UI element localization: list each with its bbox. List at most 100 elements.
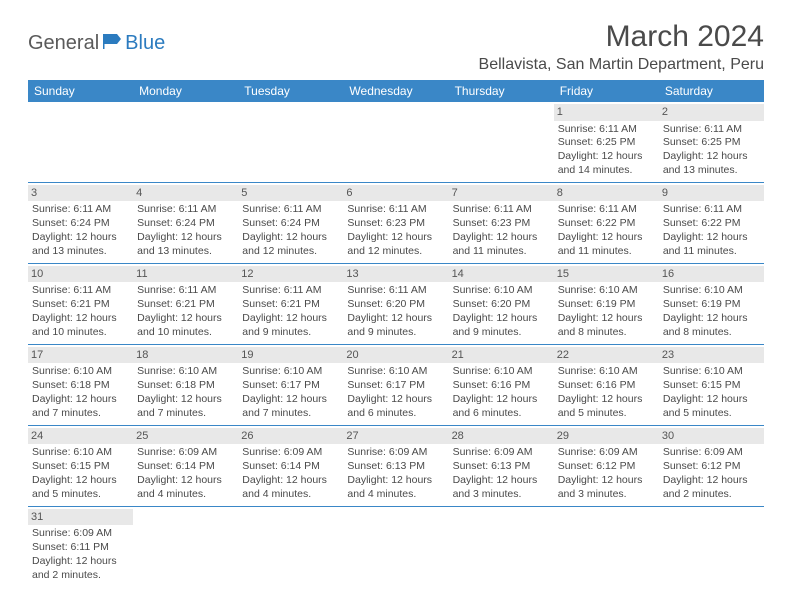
calendar-cell: 14Sunrise: 6:10 AMSunset: 6:20 PMDayligh… [449,263,554,344]
sunset-line: Sunset: 6:15 PM [32,460,129,474]
daylight-line: Daylight: 12 hours [32,555,129,569]
sunrise-line: Sunrise: 6:10 AM [242,365,339,379]
sunset-line: Sunset: 6:24 PM [137,217,234,231]
calendar-cell: 19Sunrise: 6:10 AMSunset: 6:17 PMDayligh… [238,344,343,425]
daylight-line: Daylight: 12 hours [558,393,655,407]
sunset-line: Sunset: 6:15 PM [663,379,760,393]
sunrise-line: Sunrise: 6:10 AM [558,284,655,298]
calendar-cell: 28Sunrise: 6:09 AMSunset: 6:13 PMDayligh… [449,425,554,506]
sunrise-line: Sunrise: 6:09 AM [453,446,550,460]
calendar-cell [449,102,554,182]
calendar-cell: 12Sunrise: 6:11 AMSunset: 6:21 PMDayligh… [238,263,343,344]
daylight-line: Daylight: 12 hours [453,231,550,245]
daylight-line: Daylight: 12 hours [347,474,444,488]
sunset-line: Sunset: 6:20 PM [453,298,550,312]
daylight-line-2: and 3 minutes. [453,488,550,502]
daylight-line: Daylight: 12 hours [242,474,339,488]
daylight-line: Daylight: 12 hours [453,393,550,407]
sunrise-line: Sunrise: 6:11 AM [137,203,234,217]
day-number: 3 [28,185,133,202]
sunset-line: Sunset: 6:14 PM [242,460,339,474]
day-number: 1 [554,104,659,121]
daylight-line-2: and 11 minutes. [558,245,655,259]
calendar-cell: 23Sunrise: 6:10 AMSunset: 6:15 PMDayligh… [659,344,764,425]
calendar-cell: 10Sunrise: 6:11 AMSunset: 6:21 PMDayligh… [28,263,133,344]
day-number: 9 [659,185,764,202]
sunrise-line: Sunrise: 6:10 AM [347,365,444,379]
sunrise-line: Sunrise: 6:09 AM [137,446,234,460]
calendar-cell [133,506,238,586]
daylight-line-2: and 2 minutes. [32,569,129,583]
sunrise-line: Sunrise: 6:11 AM [137,284,234,298]
sunset-line: Sunset: 6:17 PM [347,379,444,393]
calendar-cell: 20Sunrise: 6:10 AMSunset: 6:17 PMDayligh… [343,344,448,425]
calendar-row: 24Sunrise: 6:10 AMSunset: 6:15 PMDayligh… [28,425,764,506]
daylight-line: Daylight: 12 hours [453,474,550,488]
sunrise-line: Sunrise: 6:09 AM [242,446,339,460]
sunset-line: Sunset: 6:24 PM [242,217,339,231]
sunset-line: Sunset: 6:20 PM [347,298,444,312]
calendar-cell [449,506,554,586]
weekday-header: Thursday [449,80,554,102]
calendar-cell: 22Sunrise: 6:10 AMSunset: 6:16 PMDayligh… [554,344,659,425]
sunset-line: Sunset: 6:13 PM [453,460,550,474]
sunset-line: Sunset: 6:21 PM [137,298,234,312]
weekday-header-row: Sunday Monday Tuesday Wednesday Thursday… [28,80,764,102]
daylight-line: Daylight: 12 hours [558,312,655,326]
calendar-cell: 25Sunrise: 6:09 AMSunset: 6:14 PMDayligh… [133,425,238,506]
sunrise-line: Sunrise: 6:11 AM [242,284,339,298]
day-number: 2 [659,104,764,121]
daylight-line: Daylight: 12 hours [242,231,339,245]
sunset-line: Sunset: 6:16 PM [453,379,550,393]
calendar-body: 1Sunrise: 6:11 AMSunset: 6:25 PMDaylight… [28,102,764,587]
daylight-line-2: and 5 minutes. [663,407,760,421]
daylight-line-2: and 10 minutes. [137,326,234,340]
day-number: 5 [238,185,343,202]
weekday-header: Saturday [659,80,764,102]
calendar-cell: 26Sunrise: 6:09 AMSunset: 6:14 PMDayligh… [238,425,343,506]
day-number: 28 [449,428,554,445]
day-number: 31 [28,509,133,526]
day-number: 15 [554,266,659,283]
daylight-line: Daylight: 12 hours [663,231,760,245]
sunset-line: Sunset: 6:23 PM [347,217,444,231]
sunrise-line: Sunrise: 6:10 AM [137,365,234,379]
sunrise-line: Sunrise: 6:11 AM [242,203,339,217]
calendar-row: 1Sunrise: 6:11 AMSunset: 6:25 PMDaylight… [28,102,764,182]
daylight-line-2: and 14 minutes. [558,164,655,178]
calendar-table: Sunday Monday Tuesday Wednesday Thursday… [28,80,764,587]
daylight-line-2: and 4 minutes. [242,488,339,502]
sunrise-line: Sunrise: 6:11 AM [453,203,550,217]
daylight-line-2: and 6 minutes. [347,407,444,421]
day-number: 29 [554,428,659,445]
daylight-line-2: and 13 minutes. [32,245,129,259]
sunset-line: Sunset: 6:12 PM [663,460,760,474]
sunrise-line: Sunrise: 6:10 AM [663,284,760,298]
daylight-line: Daylight: 12 hours [32,474,129,488]
sunrise-line: Sunrise: 6:09 AM [32,527,129,541]
calendar-cell [133,102,238,182]
day-number: 25 [133,428,238,445]
day-number: 4 [133,185,238,202]
daylight-line: Daylight: 12 hours [663,312,760,326]
daylight-line: Daylight: 12 hours [32,393,129,407]
daylight-line-2: and 7 minutes. [242,407,339,421]
daylight-line: Daylight: 12 hours [347,312,444,326]
daylight-line-2: and 10 minutes. [32,326,129,340]
day-number: 7 [449,185,554,202]
sunrise-line: Sunrise: 6:11 AM [32,203,129,217]
sunset-line: Sunset: 6:22 PM [558,217,655,231]
sunrise-line: Sunrise: 6:11 AM [663,203,760,217]
daylight-line: Daylight: 12 hours [663,474,760,488]
day-number: 18 [133,347,238,364]
daylight-line: Daylight: 12 hours [558,474,655,488]
calendar-cell [238,102,343,182]
daylight-line: Daylight: 12 hours [663,393,760,407]
sunrise-line: Sunrise: 6:09 AM [663,446,760,460]
day-number: 30 [659,428,764,445]
daylight-line-2: and 3 minutes. [558,488,655,502]
sunset-line: Sunset: 6:24 PM [32,217,129,231]
weekday-header: Friday [554,80,659,102]
calendar-cell [659,506,764,586]
calendar-cell: 30Sunrise: 6:09 AMSunset: 6:12 PMDayligh… [659,425,764,506]
